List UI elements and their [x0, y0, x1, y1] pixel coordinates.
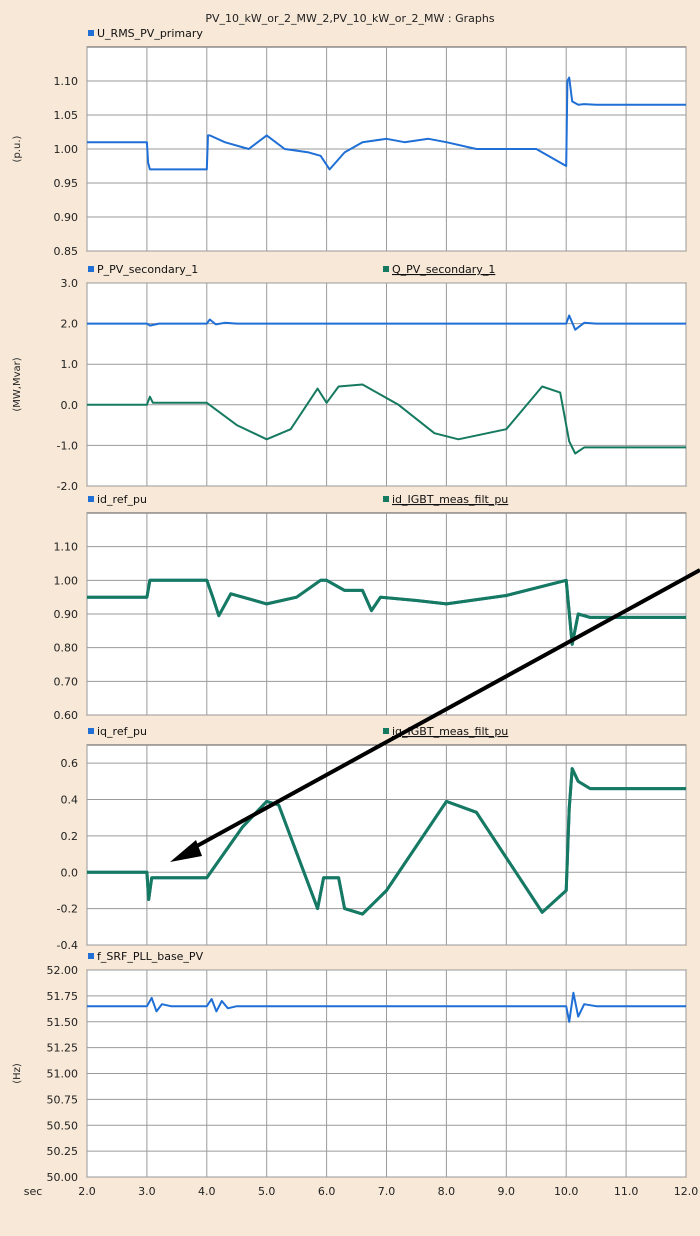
y-axis-label: (Hz) [12, 1063, 23, 1084]
y-tick-label: -0.2 [57, 903, 78, 916]
x-tick-label: 3.0 [138, 1185, 156, 1198]
y-tick-label: 50.25 [47, 1145, 79, 1158]
y-tick-label: 0.6 [61, 757, 79, 770]
legend-swatch [88, 30, 94, 36]
y-tick-label: 1.00 [54, 143, 79, 156]
y-tick-label: 50.75 [47, 1093, 79, 1106]
x-tick-label: 8.0 [438, 1185, 456, 1198]
y-tick-label: 0.60 [54, 709, 79, 722]
y-tick-label: 50.00 [47, 1171, 79, 1184]
y-tick-label: 0.90 [54, 211, 79, 224]
y-tick-label: 0.85 [54, 245, 79, 258]
legend-swatch [88, 496, 94, 502]
x-tick-label: 2.0 [78, 1185, 96, 1198]
x-tick-label: 12.0 [674, 1185, 699, 1198]
window-title: PV_10_kW_or_2_MW_2,PV_10_kW_or_2_MW : Gr… [205, 12, 494, 25]
y-tick-label: -1.0 [57, 439, 78, 452]
y-tick-label: 1.0 [61, 358, 79, 371]
y-tick-label: 0.70 [54, 675, 79, 688]
legend-swatch [88, 266, 94, 272]
legend-label: f_SRF_PLL_base_PV [97, 950, 204, 963]
x-tick-label: 5.0 [258, 1185, 276, 1198]
x-axis-label: sec [24, 1185, 43, 1198]
y-tick-label: 50.50 [47, 1119, 79, 1132]
y-tick-label: 52.00 [47, 964, 79, 977]
y-tick-label: 0.0 [61, 399, 79, 412]
y-tick-label: 0.4 [61, 794, 79, 807]
y-tick-label: 51.00 [47, 1068, 79, 1081]
y-tick-label: 2.0 [61, 318, 79, 331]
y-tick-label: 0.80 [54, 642, 79, 655]
y-tick-label: 1.10 [54, 541, 79, 554]
legend-swatch [88, 953, 94, 959]
x-tick-label: 10.0 [554, 1185, 579, 1198]
legend-label: iq_ref_pu [97, 725, 147, 738]
y-tick-label: 0.90 [54, 608, 79, 621]
y-tick-label: -0.4 [57, 939, 78, 952]
x-tick-label: 7.0 [378, 1185, 396, 1198]
legend-swatch [383, 728, 389, 734]
legend-label: id_ref_pu [97, 493, 147, 506]
y-tick-label: 1.10 [54, 75, 79, 88]
y-tick-label: 0.2 [61, 830, 79, 843]
x-tick-label: 4.0 [198, 1185, 216, 1198]
y-tick-label: 51.25 [47, 1042, 79, 1055]
y-tick-label: -2.0 [57, 480, 78, 493]
y-axis-label: (p.u.) [12, 135, 23, 162]
legend-label: P_PV_secondary_1 [97, 263, 198, 276]
x-tick-label: 9.0 [498, 1185, 516, 1198]
y-tick-label: 0.0 [61, 866, 79, 879]
legend-label: Q_PV_secondary_1 [392, 263, 495, 276]
y-tick-label: 51.50 [47, 1016, 79, 1029]
y-tick-label: 0.95 [54, 177, 79, 190]
legend-label: U_RMS_PV_primary [97, 27, 203, 40]
x-tick-label: 11.0 [614, 1185, 639, 1198]
y-axis-label: (MW,Mvar) [12, 357, 23, 411]
y-tick-label: 3.0 [61, 277, 79, 290]
x-tick-label: 6.0 [318, 1185, 336, 1198]
legend-label: id_IGBT_meas_filt_pu [392, 493, 508, 506]
y-tick-label: 51.75 [47, 990, 79, 1003]
legend-swatch [383, 496, 389, 502]
y-tick-label: 1.00 [54, 574, 79, 587]
y-tick-label: 1.05 [54, 109, 79, 122]
legend-swatch [383, 266, 389, 272]
legend-swatch [88, 728, 94, 734]
